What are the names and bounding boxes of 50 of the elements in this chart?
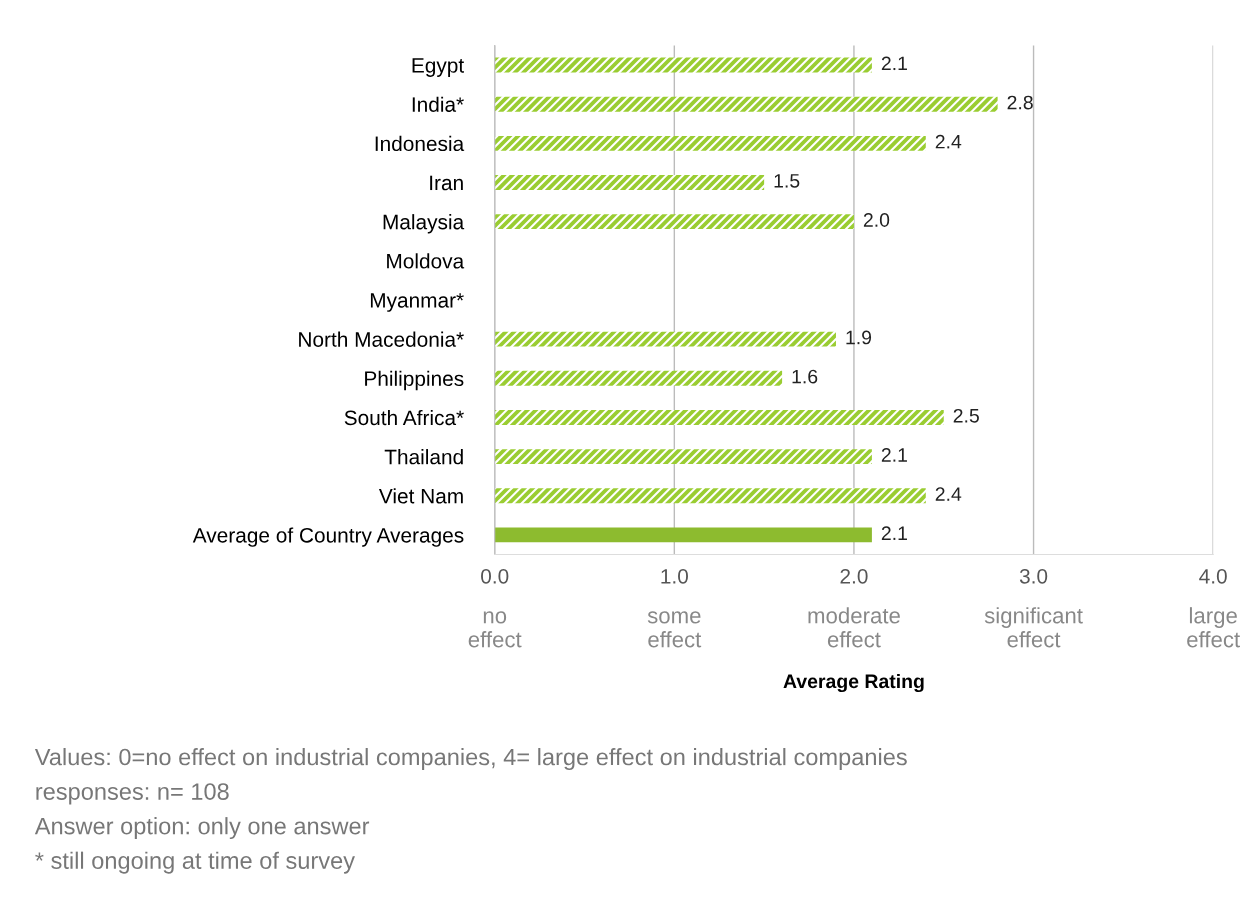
bar bbox=[494, 488, 926, 504]
x-tick-label: 2.0 bbox=[840, 568, 868, 584]
bar bbox=[494, 331, 836, 347]
bar bbox=[494, 370, 783, 386]
x-tick-label: 4.0 bbox=[1199, 568, 1227, 584]
data-label: 2.0 bbox=[863, 213, 890, 227]
bar bbox=[494, 214, 854, 230]
text: some effect bbox=[647, 611, 702, 648]
data-label: 2.8 bbox=[1007, 95, 1033, 110]
y-tick-label: Egypt bbox=[412, 58, 465, 77]
x-tick-label: 0.0 bbox=[481, 568, 509, 584]
x-axis-title: Average Rating bbox=[783, 673, 924, 693]
text: moderate effect bbox=[808, 607, 900, 648]
y-tick-label: Philippines bbox=[365, 370, 464, 391]
text: * still ongoing at time of survey bbox=[35, 851, 355, 874]
data-label: 1.9 bbox=[846, 330, 872, 345]
x-tick-label: 3.0 bbox=[1019, 568, 1048, 584]
y-tick-label: Thailand bbox=[384, 449, 463, 465]
bar bbox=[494, 96, 998, 112]
y-tick-label: India* bbox=[412, 96, 464, 112]
y-tick-label: Indonesia bbox=[375, 135, 465, 152]
data-label: 2.4 bbox=[935, 487, 962, 501]
text: Answer option: only one answer bbox=[34, 817, 370, 840]
y-tick-label: Moldova bbox=[387, 253, 465, 269]
data-label: 1.5 bbox=[774, 174, 800, 188]
bar bbox=[494, 135, 926, 151]
text: large effect bbox=[1187, 607, 1240, 648]
data-label: 2.1 bbox=[881, 56, 907, 71]
text: Values: 0=no effect on industrial companies, 4= large effect on industrial companies bbox=[34, 748, 907, 771]
data-label: 2.1 bbox=[881, 526, 907, 540]
bar bbox=[494, 57, 872, 73]
bar bbox=[494, 410, 944, 425]
text: significant effect bbox=[984, 607, 1083, 648]
text: responses: n= 108 bbox=[36, 783, 229, 805]
data-label: 1.6 bbox=[792, 369, 818, 384]
text: no effect bbox=[468, 611, 522, 648]
bar bbox=[494, 449, 872, 465]
data-label: 2.4 bbox=[935, 134, 962, 149]
bar bbox=[494, 175, 765, 190]
bar bbox=[494, 527, 872, 543]
y-tick-label: Malaysia bbox=[383, 214, 465, 234]
x-tick-label: 1.0 bbox=[661, 568, 688, 584]
y-tick-label: South Africa* bbox=[344, 409, 464, 426]
data-label: 2.5 bbox=[953, 408, 979, 423]
data-label: 2.1 bbox=[881, 448, 907, 462]
y-tick-label: Viet Nam bbox=[378, 488, 463, 504]
y-tick-label: North Macedonia* bbox=[299, 331, 464, 347]
y-tick-label: Average of Country Averages bbox=[192, 527, 464, 547]
y-tick-label: Myanmar* bbox=[370, 293, 464, 312]
y-tick-label: Iran bbox=[430, 175, 463, 191]
